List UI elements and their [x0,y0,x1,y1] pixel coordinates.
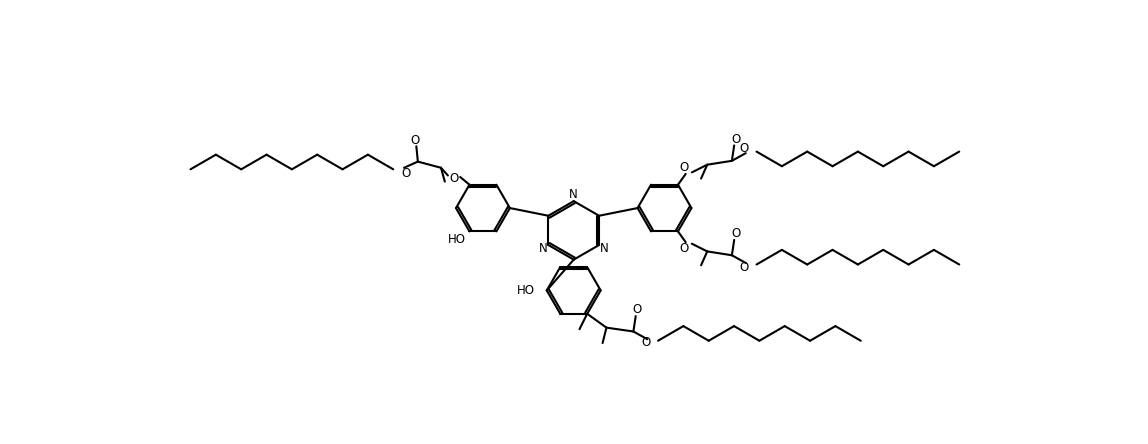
Text: O: O [739,261,748,274]
Text: O: O [410,134,419,147]
Text: O: O [739,142,748,155]
Text: N: N [569,188,579,202]
Text: O: O [641,336,650,349]
Text: HO: HO [448,233,466,246]
Text: O: O [633,303,642,317]
Text: N: N [600,242,608,254]
Text: O: O [731,227,740,240]
Text: O: O [731,133,740,146]
Text: O: O [680,161,689,174]
Text: HO: HO [517,284,535,297]
Text: O: O [449,172,459,185]
Text: N: N [538,242,548,254]
Text: O: O [401,167,410,180]
Text: O: O [680,242,689,255]
